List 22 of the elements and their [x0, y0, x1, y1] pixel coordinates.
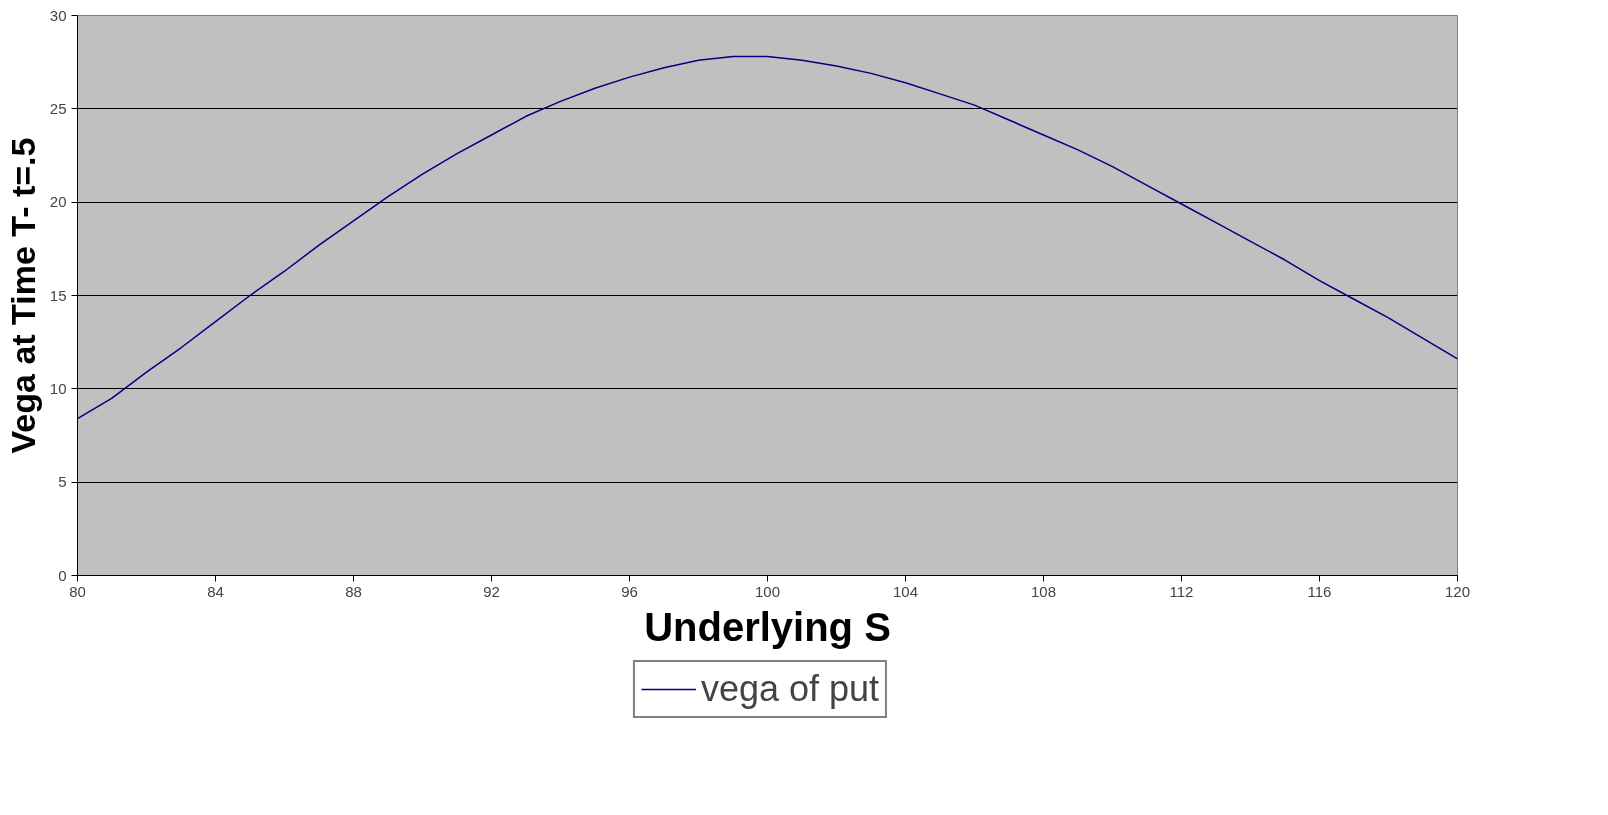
y-tick-label: 15: [49, 286, 67, 304]
y-tick-label: 20: [49, 193, 67, 211]
y-tick-label: 10: [49, 379, 67, 397]
x-tick-label: 108: [1030, 582, 1057, 600]
x-axis-title: Underlying S: [644, 604, 891, 649]
x-tick-label: 84: [207, 582, 224, 600]
x-tick-label: 88: [345, 582, 362, 600]
x-tick-label: 112: [1169, 582, 1194, 600]
x-tick-label: 100: [754, 582, 781, 600]
y-tick-label: 5: [58, 473, 67, 491]
y-tick-label: 0: [58, 566, 67, 584]
x-tick-label: 80: [69, 582, 86, 600]
y-tick-label: 25: [49, 99, 67, 117]
x-tick-label: 120: [1444, 582, 1471, 600]
line-series: [77, 55, 1458, 420]
legend-label: vega of put: [700, 667, 880, 710]
x-tick-label: 104: [892, 582, 919, 600]
x-tick-label: 96: [621, 582, 638, 600]
x-tick-label: 116: [1307, 582, 1332, 600]
x-tick-label: 92: [483, 582, 500, 600]
y-axis-title: Vega at Time T- t=.5: [3, 137, 42, 454]
y-tick-label: 30: [49, 6, 67, 24]
